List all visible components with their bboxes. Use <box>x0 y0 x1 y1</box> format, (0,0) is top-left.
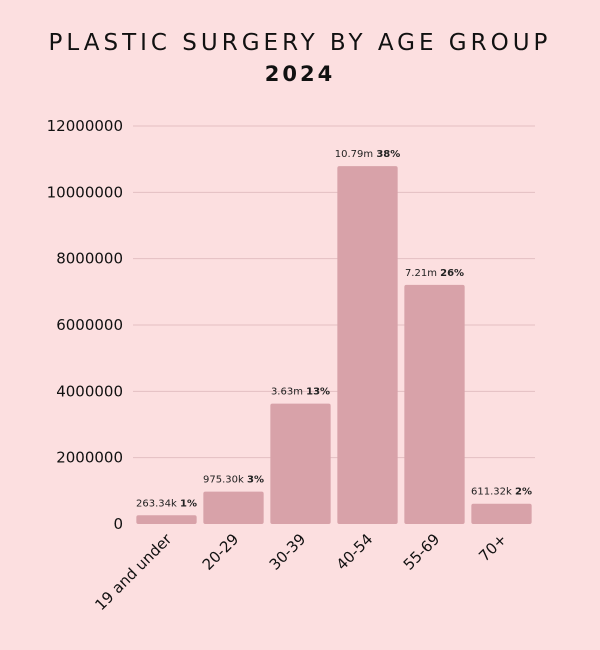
y-tick-label: 8000000 <box>56 250 123 268</box>
bar-20-29 <box>203 491 264 524</box>
data-label: 975.30k 3% <box>203 475 264 486</box>
y-tick-label: 6000000 <box>56 316 123 334</box>
chart-subtitle: 2024 <box>264 62 336 86</box>
y-tick-label: 10000000 <box>47 183 123 201</box>
bar-70+ <box>471 503 532 524</box>
bar-19-and-under <box>136 515 197 524</box>
bar-40-54 <box>337 166 398 525</box>
data-label: 7.21m 26% <box>405 268 464 279</box>
x-tick-label: 19 and under <box>91 530 176 615</box>
x-tick-label: 20-29 <box>199 530 243 574</box>
y-tick-label: 2000000 <box>56 449 123 467</box>
data-label: 3.63m 13% <box>271 387 330 398</box>
bar-55-69 <box>404 284 465 524</box>
data-label: 10.79m 38% <box>335 149 401 160</box>
bar-30-39 <box>270 403 331 524</box>
data-label: 611.32k 2% <box>471 487 532 498</box>
y-tick-label: 0 <box>113 515 123 533</box>
x-tick-label: 55-69 <box>400 530 444 574</box>
x-tick-label: 40-54 <box>333 530 377 574</box>
y-tick-label: 4000000 <box>56 382 123 400</box>
x-tick-label: 70+ <box>475 530 510 565</box>
x-tick-label: 30-39 <box>266 530 310 574</box>
data-label: 263.34k 1% <box>136 498 197 509</box>
chart-title: PLASTIC SURGERY BY AGE GROUP <box>48 30 552 56</box>
y-tick-label: 12000000 <box>47 117 123 135</box>
